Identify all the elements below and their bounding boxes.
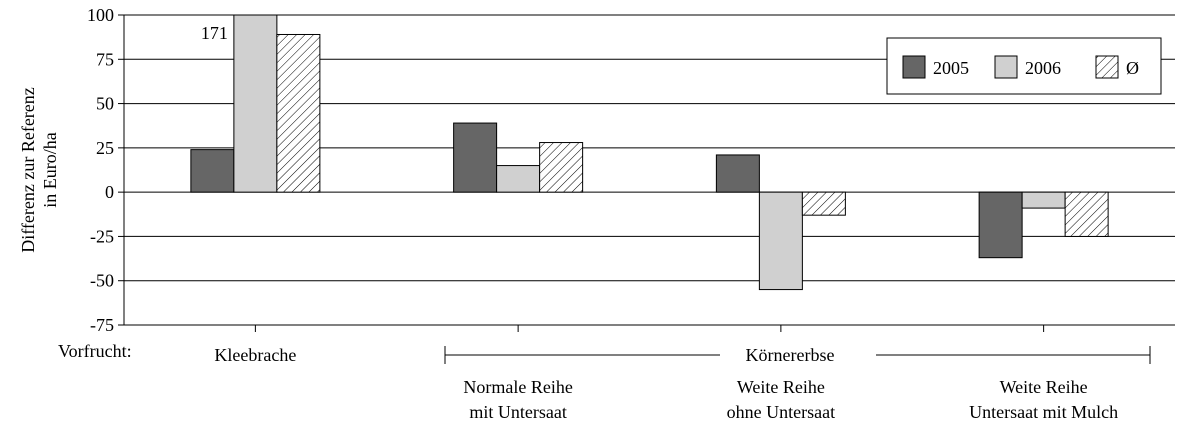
y-tick-label: -25 — [90, 226, 114, 246]
category-label-line1: Weite Reihe — [737, 377, 825, 397]
y-tick-label: 25 — [96, 138, 114, 158]
legend-swatch-2006 — [994, 55, 1018, 79]
y-tick-label: 50 — [96, 94, 114, 114]
y-tick-label: 100 — [87, 5, 114, 25]
y-tick-label: -50 — [90, 271, 114, 291]
category-label-line1: Weite Reihe — [1000, 377, 1088, 397]
y-tick-label: -75 — [90, 315, 114, 335]
bar-2006-0 — [233, 14, 278, 193]
bar-2006-3 — [1021, 191, 1066, 209]
category-label-line2: mit Untersaat — [469, 402, 566, 422]
legend-box — [886, 37, 1162, 95]
legend-label: 2005 — [933, 58, 969, 78]
vorfrucht-label: Vorfrucht: — [58, 341, 132, 361]
koernererbse-bracket: Körnererbse — [444, 345, 1151, 365]
bar-Ø-2 — [801, 191, 846, 216]
y-axis: 100 75 50 25 0 -25 -50 -75 — [87, 5, 124, 335]
category-label-line2: ohne Untersaat — [727, 402, 835, 422]
legend: 2005 2006 Ø — [886, 37, 1162, 95]
bar-2005-3 — [978, 191, 1023, 259]
bars: 171 — [190, 14, 1109, 291]
category-label-line1: Normale Reihe — [463, 377, 572, 397]
bar-2006-1 — [496, 165, 541, 193]
x-axis: Kleebrache Normale Reihe mit Untersaat Weit… — [214, 325, 1118, 422]
bar-Ø-3 — [1064, 191, 1109, 237]
y-tick-label: 0 — [105, 182, 114, 202]
bar-Ø-0 — [276, 33, 321, 193]
group-label: Körnererbse — [746, 345, 835, 365]
legend-swatch-Ø — [1095, 55, 1119, 79]
bar-2005-1 — [453, 122, 498, 193]
bar-Ø-1 — [539, 142, 584, 193]
y-axis-title-line1: Differenz zur Referenz — [18, 87, 38, 253]
plot-frame — [123, 15, 1175, 326]
legend-label: Ø — [1126, 58, 1139, 78]
legend-label: 2006 — [1025, 58, 1061, 78]
category-label-line2: Untersaat mit Mulch — [969, 402, 1118, 422]
legend-swatch-2005 — [902, 55, 926, 79]
bar-2005-2 — [715, 154, 760, 193]
bar-2005-0 — [190, 149, 235, 193]
category-label-line1: Kleebrache — [214, 345, 296, 365]
data-label: 171 — [201, 23, 228, 43]
bar-2006-2 — [758, 191, 803, 291]
y-axis-title-line2: in Euro/ha — [40, 132, 60, 207]
y-tick-label: 75 — [96, 49, 114, 69]
